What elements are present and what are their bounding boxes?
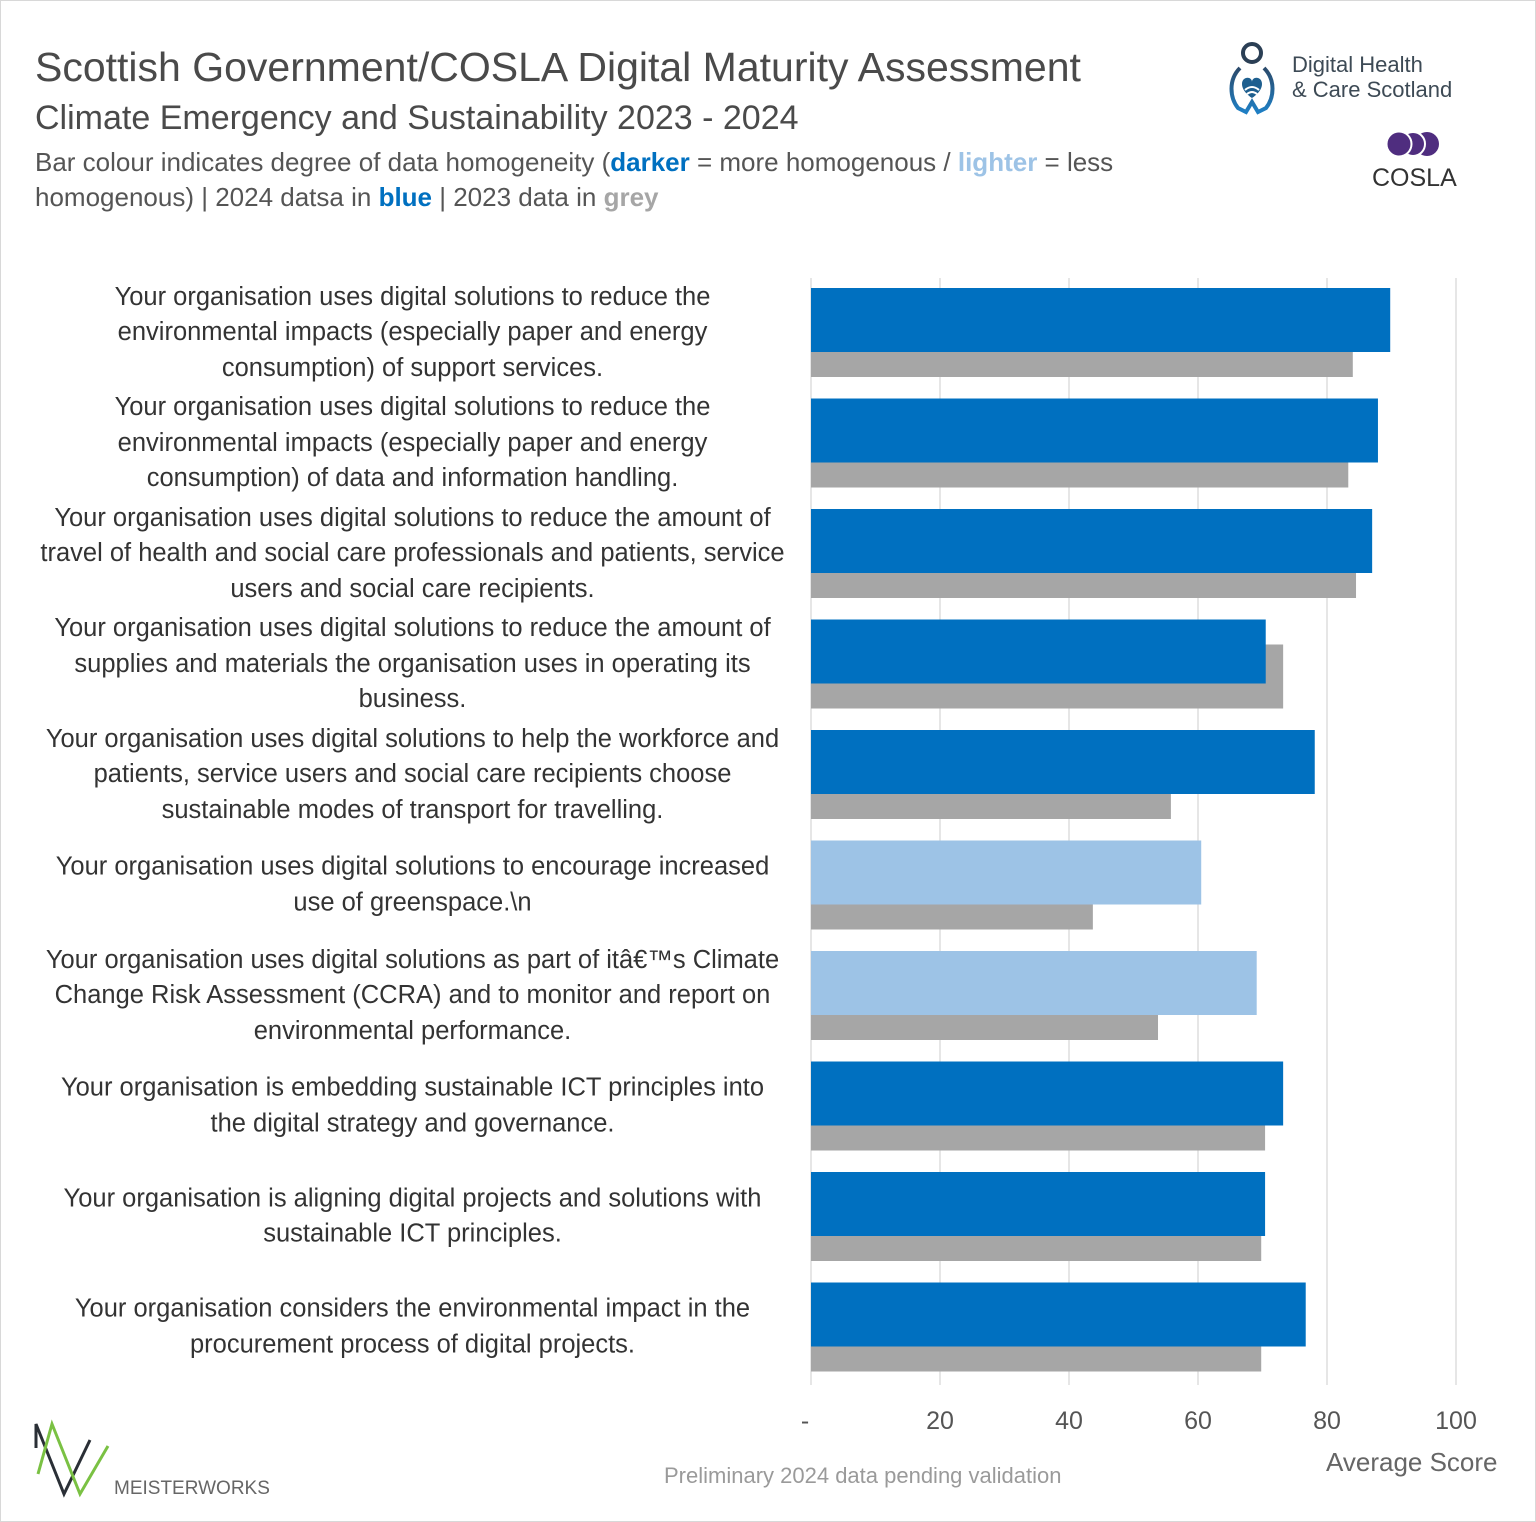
- desc-text: = less homogenous) | 2024 datsa in: [35, 147, 1114, 212]
- cosla-circles-icon: [1385, 130, 1439, 158]
- footnote: Preliminary 2024 data pending validation: [664, 1463, 1062, 1488]
- x-tick-label: 80: [1313, 1407, 1341, 1435]
- bar-2024: [811, 1061, 1284, 1126]
- x-axis-label: Average Score: [1326, 1447, 1498, 1477]
- bar-2024: [811, 951, 1257, 1015]
- chart-subtitle: Climate Emergency and Sustainability 202…: [35, 99, 799, 137]
- bar-2024: [811, 1282, 1306, 1347]
- category-label: Your organisation uses digital solutions…: [45, 724, 780, 824]
- x-tick-label: -: [801, 1407, 809, 1435]
- category-label: Your organisation uses digital solutions…: [55, 852, 770, 917]
- x-tick-label: 60: [1184, 1407, 1212, 1435]
- category-label: Your organisation uses digital solutions…: [45, 945, 780, 1045]
- x-tick-label: 20: [926, 1407, 954, 1435]
- category-label: Your organisation uses digital solutions…: [114, 282, 711, 382]
- category-label: Your organisation uses digital solutions…: [40, 503, 785, 603]
- meisterworks-mark-icon: [34, 1419, 110, 1498]
- category-label: Your organisation is embedding sustainab…: [60, 1073, 765, 1138]
- dhcs-line-1: Digital Health: [1292, 52, 1423, 77]
- desc-text: Bar colour indicates degree of data homo…: [35, 147, 611, 177]
- bar-2024: [811, 619, 1266, 684]
- category-label: Your organisation considers the environm…: [74, 1294, 751, 1359]
- bar-2024: [811, 288, 1391, 352]
- category-label: Your organisation uses digital solutions…: [114, 392, 711, 492]
- dhcs-heart-person-icon: [1229, 42, 1275, 115]
- desc-blue: blue: [378, 182, 433, 212]
- category-label: Your organisation uses digital solutions…: [54, 613, 771, 713]
- bar-2024: [811, 840, 1202, 905]
- meisterworks-logo: MEISTERWORKS: [30, 1418, 270, 1508]
- category-label: Your organisation is aligning digital pr…: [63, 1184, 762, 1248]
- dhcs-logo: Digital Health & Care Scotland: [1226, 40, 1486, 120]
- cosla-text: COSLA: [1372, 164, 1457, 192]
- meisterworks-text: MEISTERWORKS: [114, 1478, 270, 1499]
- desc-darker: darker: [610, 147, 690, 177]
- chart-title: Scottish Government/COSLA Digital Maturi…: [35, 44, 1081, 90]
- dhcs-line-2: & Care Scotland: [1292, 77, 1453, 102]
- chart-description: Bar colour indicates degree of data homo…: [35, 145, 1195, 215]
- desc-text: | 2023 data in: [432, 182, 604, 212]
- x-tick-label: 100: [1435, 1407, 1477, 1435]
- bar-2024: [811, 730, 1315, 794]
- bar-2024: [811, 509, 1373, 573]
- desc-text: = more homogenous /: [689, 147, 958, 177]
- bar-2024: [811, 1172, 1266, 1236]
- x-tick-label: 40: [1055, 1407, 1083, 1435]
- desc-lighter: lighter: [957, 147, 1038, 177]
- bar-2024: [811, 398, 1378, 463]
- cosla-logo: COSLA: [1370, 128, 1460, 198]
- desc-grey: grey: [603, 182, 659, 212]
